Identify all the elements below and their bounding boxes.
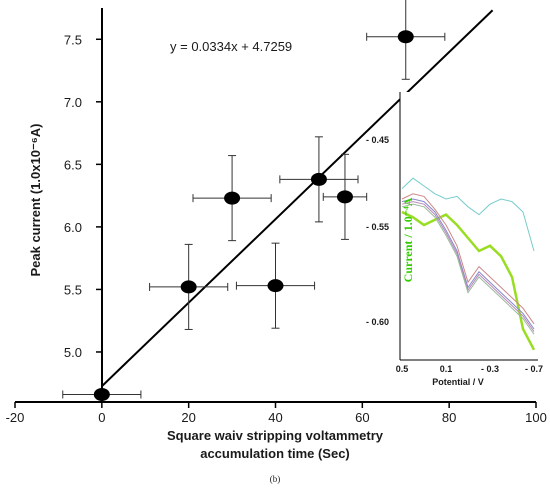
data-point [93, 387, 110, 401]
inset-x-tick-label: - 0.3 [481, 364, 499, 374]
inset-x-tick-label: 0.1 [440, 364, 453, 374]
inset-chart: - 0.45 - 0.55 - 0.60 0.5 0.1 - 0.3 - 0.7 Curr… [366, 92, 543, 387]
data-points [93, 30, 414, 401]
data-point [310, 172, 327, 186]
trendline [101, 9, 494, 387]
data-point [224, 191, 241, 205]
x-tick-label: 80 [442, 410, 456, 425]
x-tick-label: 40 [268, 410, 282, 425]
data-point [267, 279, 284, 293]
inset-series-line [401, 201, 535, 332]
y-tick-labels: 5.0 5.5 6.0 6.5 7.0 7.5 [64, 32, 102, 360]
y-tick-label: 5.0 [64, 345, 82, 360]
figure-caption: (b) [270, 474, 281, 484]
x-axis-label-line-1: Square waiv stripping voltammetry [167, 428, 384, 443]
data-point [180, 280, 197, 294]
x-axis-label-line-2: accumulation time (Sec) [200, 446, 350, 461]
data-point [397, 30, 414, 44]
x-tick-labels: -20 0 20 40 60 80 100 [6, 402, 547, 425]
inset-background [400, 92, 538, 360]
data-point [336, 190, 353, 204]
inset-y-tick-label: - 0.60 [366, 317, 389, 327]
inset-series [401, 177, 536, 351]
y-axis-label: Peak current (1.0x10⁻⁶A) [28, 123, 43, 276]
y-tick-label: 7.5 [64, 32, 82, 47]
inset-y-tick-labels: - 0.45 - 0.55 - 0.60 [366, 135, 389, 327]
inset-series-line [401, 198, 535, 330]
x-tick-label: -20 [6, 410, 25, 425]
inset-series-line [401, 177, 535, 252]
inset-series-line [401, 210, 536, 351]
inset-series-line [401, 193, 535, 325]
inset-y-tick-label: - 0.55 [366, 222, 389, 232]
y-tick-label: 5.5 [64, 282, 82, 297]
inset-x-tick-label: 0.5 [396, 364, 409, 374]
y-tick-label: 7.0 [64, 95, 82, 110]
x-tick-label: 0 [98, 410, 105, 425]
main-plot: -20 0 20 40 60 80 100 5.0 5.5 6.0 6.5 7.0 7.5 y = 0… [6, 0, 547, 484]
inset-y-tick-label: - 0.45 [366, 135, 389, 145]
inset-x-tick-label: - 0.7 [525, 364, 543, 374]
error-bars [62, 0, 446, 399]
inset-series-line [401, 203, 535, 335]
trend-equation: y = 0.0334x + 4.7259 [170, 39, 292, 54]
x-tick-label: 60 [355, 410, 369, 425]
x-tick-label: 100 [525, 410, 547, 425]
x-tick-label: 20 [181, 410, 195, 425]
y-tick-label: 6.0 [64, 220, 82, 235]
inset-x-tick-labels: 0.5 0.1 - 0.3 - 0.7 [396, 364, 543, 374]
inset-x-axis-label: Potential / V [432, 377, 484, 387]
inset-y-axis-label: Current / 1.0⁻⁴A [401, 197, 415, 282]
y-tick-label: 6.5 [64, 157, 82, 172]
